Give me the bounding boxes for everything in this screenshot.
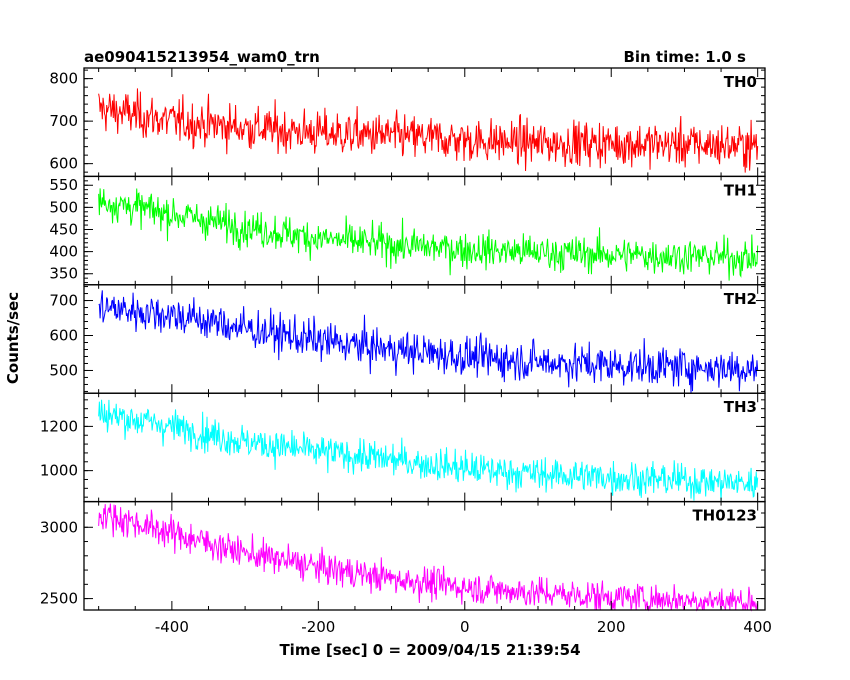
y-tick-label: 600 [49, 155, 78, 173]
panel-label: TH0123 [692, 507, 757, 525]
y-tick-label: 350 [49, 265, 78, 283]
y-tick-label: 800 [49, 70, 78, 88]
x-axis: -400 -200 0 200 400 [155, 618, 772, 636]
series-line-th3 [98, 399, 759, 502]
panel-label: TH1 [724, 181, 757, 199]
panels-group: 600 700 800 TH0 350 400 450 500 550 TH1 500 600 700 T… [40, 67, 766, 612]
y-tick-label: 400 [49, 243, 78, 261]
y-tick-label: 2500 [40, 590, 78, 608]
y-tick-label: 700 [49, 292, 78, 310]
y-tick-label: 450 [49, 220, 78, 238]
y-tick-label: 550 [49, 176, 78, 194]
panel-frame [83, 392, 766, 503]
panel-frame [83, 67, 766, 178]
chart-title: ae090415213954_wam0_trn [84, 48, 320, 66]
y-tick-label: 700 [49, 112, 78, 130]
series-line-th0123 [98, 503, 759, 612]
x-tick-label: -200 [301, 618, 335, 636]
y-tick-label: 1000 [40, 462, 78, 480]
panel-frame [83, 284, 766, 394]
x-tick-label: 200 [597, 618, 626, 636]
x-tick-label: -400 [155, 618, 189, 636]
panel-th3: 1000 1200 TH3 [40, 392, 766, 503]
series-line-th0 [98, 88, 759, 173]
x-tick-label: 0 [460, 618, 470, 636]
x-tick-label: 400 [743, 618, 772, 636]
y-tick-label: 1200 [40, 417, 78, 435]
series-line-th1 [98, 188, 759, 281]
panel-label: TH0 [724, 73, 757, 91]
panel-label: TH2 [724, 290, 757, 308]
panel-th0: 600 700 800 TH0 [49, 67, 766, 178]
y-axis-label: Counts/sec [4, 292, 22, 384]
panel-th1: 350 400 450 500 550 TH1 [49, 175, 766, 286]
series-line-th2 [98, 290, 759, 394]
panel-label: TH3 [724, 398, 757, 416]
y-tick-label: 600 [49, 327, 78, 345]
y-tick-label: 500 [49, 361, 78, 379]
y-tick-label: 500 [49, 198, 78, 216]
y-tick-label: 3000 [40, 518, 78, 536]
panel-th0123: 2500 3000 TH0123 [40, 500, 766, 612]
panel-th2: 500 600 700 TH2 [49, 284, 766, 394]
bin-time-label: Bin time: 1.0 s [623, 48, 746, 66]
x-axis-label: Time [sec] 0 = 2009/04/15 21:39:54 [279, 641, 580, 659]
